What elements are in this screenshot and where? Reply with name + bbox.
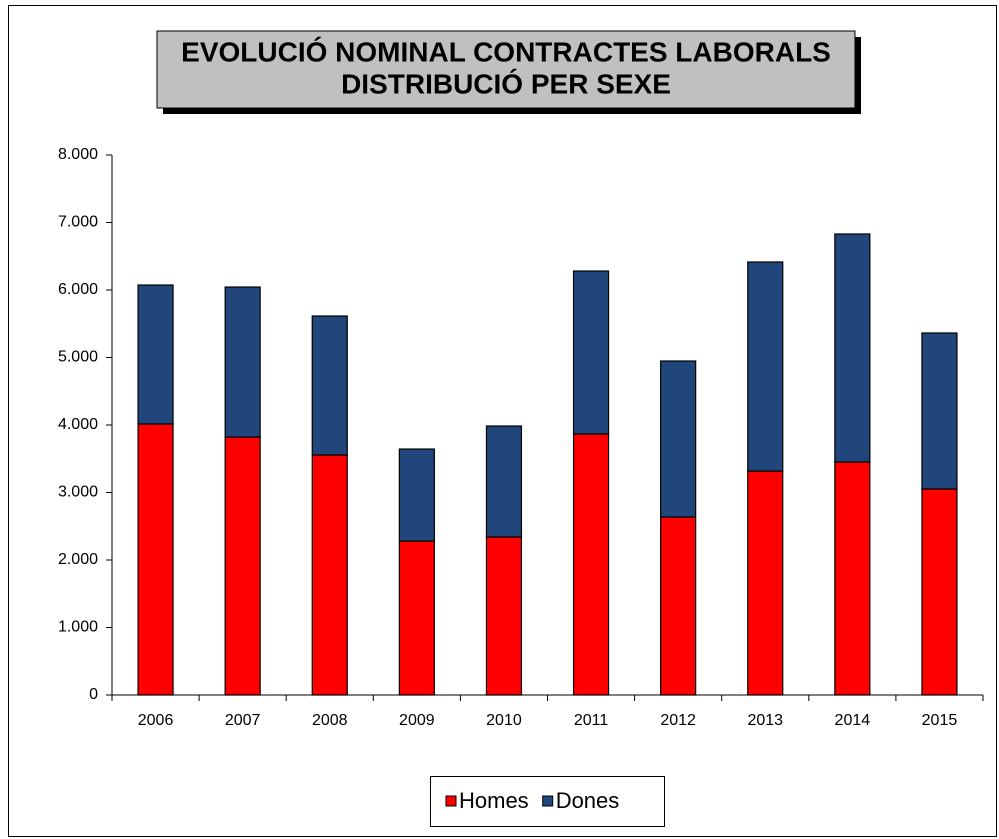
bar-segment [921,332,958,490]
bar-segment [747,470,784,696]
bar-segment [834,233,871,463]
title-box [156,30,856,109]
x-tick-label: 2006 [138,712,174,729]
bar-segment [398,448,435,542]
x-tick-label: 2013 [747,712,783,729]
bar-segment [398,540,435,696]
bar-segment [137,284,174,425]
bar-segment [224,436,261,696]
y-tick-label: 5.000 [58,349,98,366]
bar-segment [485,425,523,538]
bar-segment [311,315,348,456]
bar-segment [834,461,871,696]
y-tick-label: 1.000 [58,619,98,636]
y-tick-label: 6.000 [58,281,98,298]
bar-segment [137,423,174,696]
y-tick-label: 8.000 [58,146,98,163]
bar-segment [747,261,784,472]
bar-segment [572,270,610,435]
bar-segment [572,433,610,696]
legend-swatch [542,795,554,807]
x-tick-label: 2007 [225,712,261,729]
legend-label: Homes [459,788,529,813]
x-tick-label: 2014 [835,712,871,729]
chart-title: EVOLUCIÓ NOMINAL CONTRACTES LABORALS [181,36,831,67]
x-tick-label: 2011 [574,712,609,729]
bar-segment [921,488,958,696]
x-tick-label: 2009 [399,712,435,729]
y-tick-label: 2.000 [58,551,98,568]
legend-swatch [445,795,457,807]
y-tick-label: 4.000 [58,416,98,433]
x-tick-label: 2012 [660,712,696,729]
chart-title: DISTRIBUCIÓ PER SEXE [341,68,671,99]
bar-segment [311,454,348,696]
y-tick-label: 3.000 [58,484,98,501]
bar-segment [224,286,261,438]
x-tick-label: 2008 [312,712,348,729]
legend-label: Dones [556,788,620,813]
x-tick-label: 2015 [922,712,958,729]
bar-segment [660,516,697,696]
y-tick-label: 0 [89,686,98,703]
bar-segment [660,360,697,518]
x-tick-label: 2010 [486,712,522,729]
y-tick-label: 7.000 [58,214,98,231]
bar-segment [485,536,523,696]
